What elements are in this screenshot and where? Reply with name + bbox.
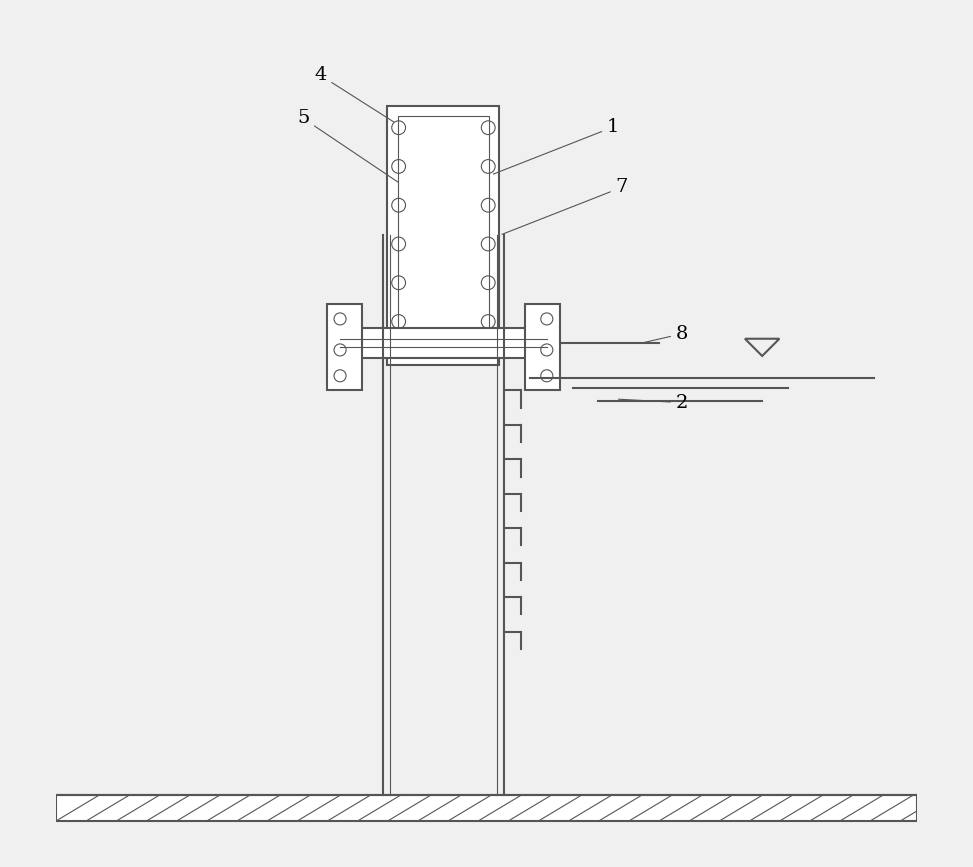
Text: 2: 2 — [619, 394, 688, 412]
Bar — [387, 106, 499, 365]
Bar — [55, 795, 918, 821]
Text: 5: 5 — [297, 109, 398, 182]
Text: 4: 4 — [314, 66, 394, 122]
Bar — [340, 328, 547, 358]
Bar — [525, 304, 559, 390]
Text: 1: 1 — [493, 118, 620, 174]
Bar — [327, 304, 362, 390]
Text: 8: 8 — [644, 325, 688, 342]
Bar — [398, 116, 489, 355]
Text: 7: 7 — [502, 179, 629, 234]
